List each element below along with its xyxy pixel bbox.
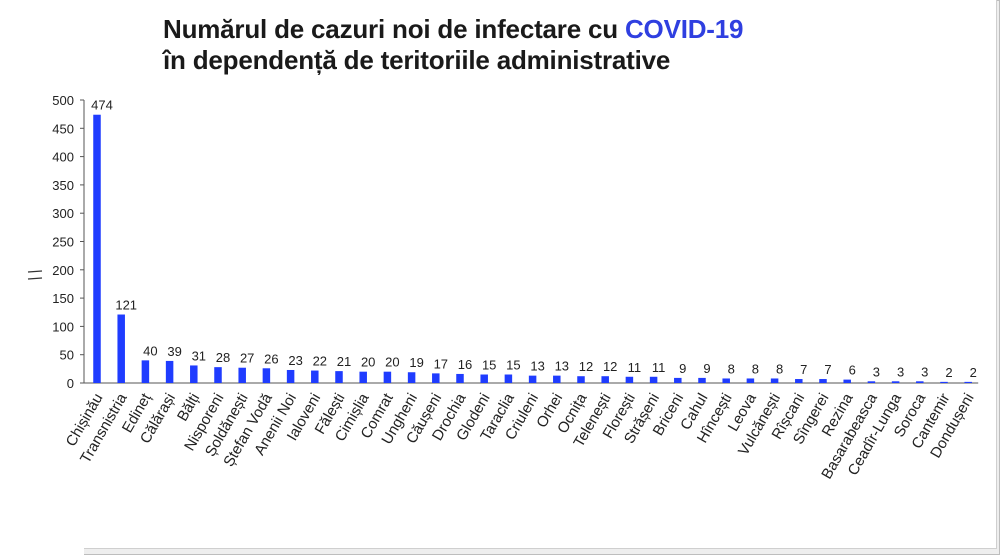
- value-label: 27: [240, 351, 254, 366]
- bar: [940, 381, 948, 383]
- value-label: 12: [603, 359, 617, 374]
- y-tick-label: 400: [52, 150, 74, 165]
- bar: [335, 371, 343, 383]
- bar: [746, 378, 755, 383]
- bar: [674, 377, 682, 383]
- bar: [722, 378, 730, 383]
- bar: [625, 376, 634, 383]
- value-label: 19: [409, 355, 423, 370]
- value-label: 21: [337, 354, 351, 369]
- bar: [649, 376, 658, 383]
- bar: [964, 381, 972, 383]
- axis-break-mark: [27, 270, 43, 280]
- title-line-2: în dependență de teritoriile administrat…: [163, 45, 671, 75]
- title-highlight: COVID-19: [624, 14, 744, 44]
- bar: [238, 367, 246, 383]
- y-axis: 0 50 100 150 200 250 300 350 400 450 500: [52, 93, 979, 391]
- value-label: 23: [288, 353, 302, 368]
- value-label: 11: [628, 360, 642, 375]
- value-label: 9: [679, 361, 686, 376]
- value-label: 13: [530, 359, 544, 374]
- bar: [117, 314, 125, 383]
- bar: [795, 379, 803, 383]
- bar: [407, 372, 416, 383]
- value-label: 39: [167, 344, 181, 359]
- bar: [553, 375, 561, 383]
- bar: [190, 365, 198, 383]
- bars: [93, 114, 972, 383]
- value-label: 3: [873, 364, 880, 379]
- y-tick-label: 500: [52, 93, 74, 108]
- value-label: 15: [482, 358, 496, 373]
- bar: [141, 360, 150, 383]
- bar: [819, 379, 827, 383]
- value-label: 2: [970, 365, 977, 380]
- title-line-1: Numărul de cazuri noi de infectare cu CO…: [163, 14, 963, 45]
- value-label: 13: [555, 359, 569, 374]
- value-label: 8: [752, 361, 759, 376]
- value-label: 3: [921, 364, 928, 379]
- bar: [601, 376, 609, 383]
- y-tick-label: 150: [52, 291, 74, 306]
- value-label: 28: [216, 350, 230, 365]
- bar: [698, 377, 706, 383]
- value-label: 11: [652, 360, 666, 375]
- bar: [359, 371, 367, 383]
- bar: [843, 379, 851, 383]
- bar: [286, 369, 295, 383]
- bar: [311, 370, 319, 383]
- value-label: 474: [91, 98, 113, 113]
- bar: [93, 114, 101, 383]
- value-label: 40: [143, 343, 157, 358]
- bar: [432, 373, 440, 383]
- value-label: 20: [385, 355, 399, 370]
- bar: [456, 373, 464, 383]
- category-labels: ChișinăuTransnistriaEdinețCălărașiBălțiN…: [63, 390, 978, 482]
- chart-title: Numărul de cazuri noi de infectare cu CO…: [163, 14, 963, 76]
- value-label: 8: [776, 361, 783, 376]
- bar: [770, 378, 779, 383]
- bar: [504, 374, 513, 383]
- value-label: 22: [313, 354, 327, 369]
- bar: [262, 368, 271, 383]
- y-tick-label: 0: [67, 376, 74, 391]
- bar: [891, 381, 900, 383]
- y-tick-label: 300: [52, 206, 74, 221]
- value-label: 16: [458, 357, 472, 372]
- value-label: 31: [192, 348, 206, 363]
- bar: [214, 367, 222, 383]
- value-label: 7: [824, 362, 831, 377]
- y-tick-label: 450: [52, 121, 74, 136]
- title-prefix: Numărul de cazuri noi de infectare cu: [163, 14, 625, 44]
- y-tick-label: 350: [52, 178, 74, 193]
- value-label: 15: [506, 358, 520, 373]
- y-tick-label: 250: [52, 235, 74, 250]
- bar: [383, 371, 392, 383]
- value-label: 2: [945, 365, 952, 380]
- value-label: 7: [800, 362, 807, 377]
- value-label: 20: [361, 355, 375, 370]
- value-label: 3: [897, 364, 904, 379]
- bar: [867, 381, 876, 383]
- y-tick-label: 200: [52, 263, 74, 278]
- value-label: 9: [703, 361, 710, 376]
- y-tick-label: 100: [52, 319, 74, 334]
- value-label: 12: [579, 359, 593, 374]
- value-label: 6: [849, 363, 856, 378]
- value-label: 121: [115, 298, 137, 313]
- corner-box: [0, 512, 84, 555]
- bar: [577, 376, 585, 383]
- y-tick-label: 50: [60, 348, 74, 363]
- bar: [480, 374, 488, 383]
- value-label: 8: [728, 361, 735, 376]
- bar: [165, 360, 174, 383]
- value-label: 26: [264, 351, 278, 366]
- bar: [916, 381, 924, 383]
- bar: [528, 375, 537, 383]
- value-label: 17: [434, 356, 448, 371]
